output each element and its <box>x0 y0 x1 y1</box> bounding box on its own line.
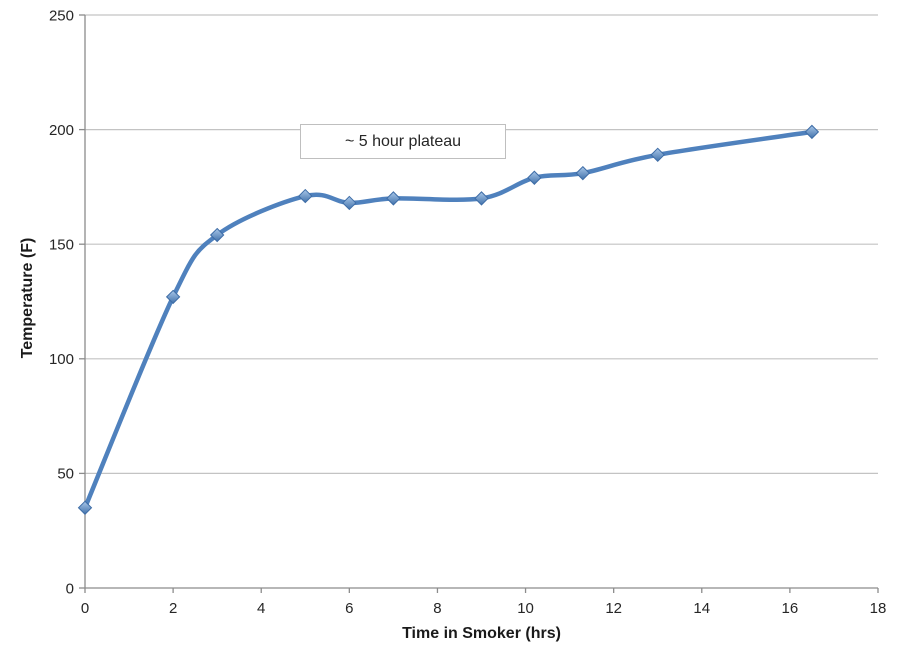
data-point-marker <box>165 289 181 305</box>
data-point-marker <box>386 191 401 206</box>
y-tick-label-50: 50 <box>57 466 74 483</box>
x-tick-label-8: 8 <box>433 600 441 617</box>
data-point-marker <box>77 500 93 515</box>
x-tick-label-4: 4 <box>257 600 265 617</box>
x-tick-label-0: 0 <box>81 600 89 617</box>
y-tick-label-250: 250 <box>49 7 74 24</box>
y-tick-label-200: 200 <box>49 122 74 139</box>
data-point-marker <box>650 147 665 163</box>
x-tick-label-16: 16 <box>782 600 799 617</box>
y-tick-label-150: 150 <box>49 236 74 253</box>
data-point-marker <box>298 188 313 204</box>
data-point-marker <box>575 165 591 181</box>
x-tick-label-6: 6 <box>345 600 353 617</box>
x-tick-label-12: 12 <box>605 600 622 617</box>
y-tick-label-100: 100 <box>49 351 74 368</box>
data-point-marker <box>474 191 489 206</box>
x-tick-label-18: 18 <box>870 600 887 617</box>
temperature-line <box>82 129 815 511</box>
x-tick-label-2: 2 <box>169 600 177 617</box>
x-tick-label-10: 10 <box>517 600 534 617</box>
x-axis-title: Time in Smoker (hrs) <box>402 625 561 642</box>
data-point-marker <box>342 195 357 211</box>
data-point-marker <box>527 170 542 185</box>
y-axis-title: Temperature (F) <box>19 237 36 359</box>
data-point-marker <box>804 124 820 140</box>
y-tick-label-0: 0 <box>66 580 74 597</box>
x-tick-label-14: 14 <box>693 600 710 617</box>
data-point-marker <box>209 227 225 243</box>
plateau-annotation: ~ 5 hour plateau <box>300 124 506 159</box>
